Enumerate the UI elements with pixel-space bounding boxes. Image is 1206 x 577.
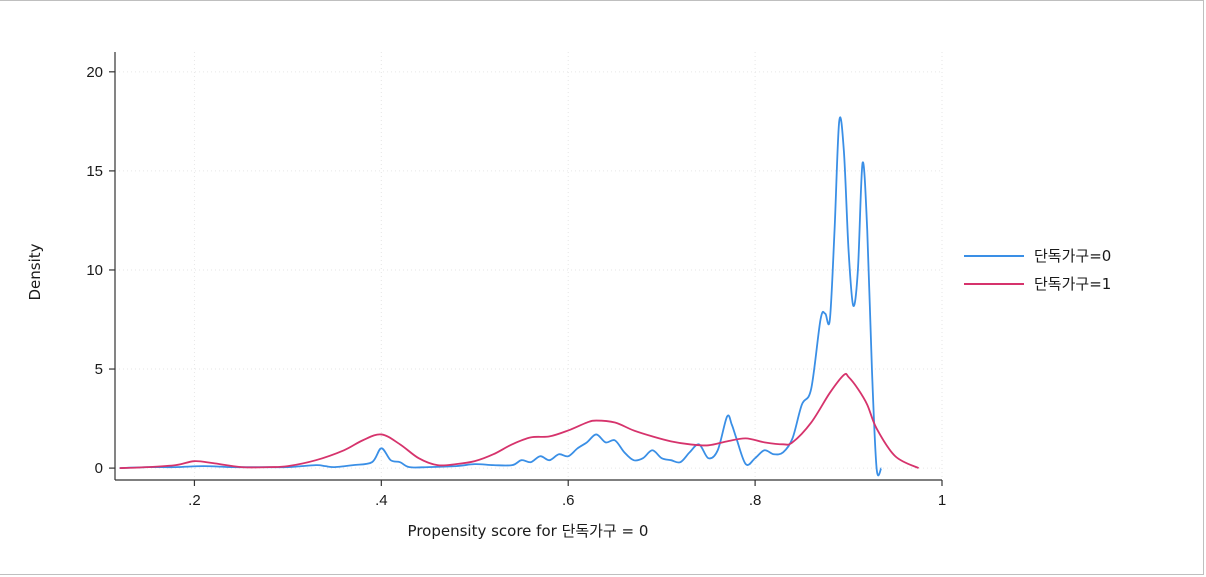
series-line-1 xyxy=(119,372,920,470)
y-axis-title: Density xyxy=(26,243,44,300)
legend-label-0: 단독가구=0 xyxy=(1034,247,1111,265)
x-ticks: .2 .4 .6 .8 1 xyxy=(188,480,946,509)
gridlines xyxy=(115,52,943,480)
x-axis-title: Propensity score for 단독가구 = 0 xyxy=(408,522,649,540)
y-tick-label: 0 xyxy=(95,460,103,477)
y-tick-label: 15 xyxy=(86,163,103,180)
series-lines xyxy=(119,116,920,477)
x-tick-label: .2 xyxy=(188,492,201,509)
y-tick-label: 10 xyxy=(86,262,103,279)
x-tick-label: .8 xyxy=(749,492,762,509)
series-line-0 xyxy=(119,116,883,477)
y-tick-label: 20 xyxy=(86,64,103,81)
x-tick-label: .4 xyxy=(375,492,388,509)
legend: 단독가구=0 단독가구=1 xyxy=(964,247,1111,293)
y-tick-label: 5 xyxy=(95,361,103,378)
axes xyxy=(114,52,942,481)
x-tick-label: 1 xyxy=(938,492,946,509)
x-tick-label: .6 xyxy=(562,492,575,509)
y-ticks: 0 5 10 15 20 xyxy=(86,64,115,477)
legend-label-1: 단독가구=1 xyxy=(1034,275,1111,293)
